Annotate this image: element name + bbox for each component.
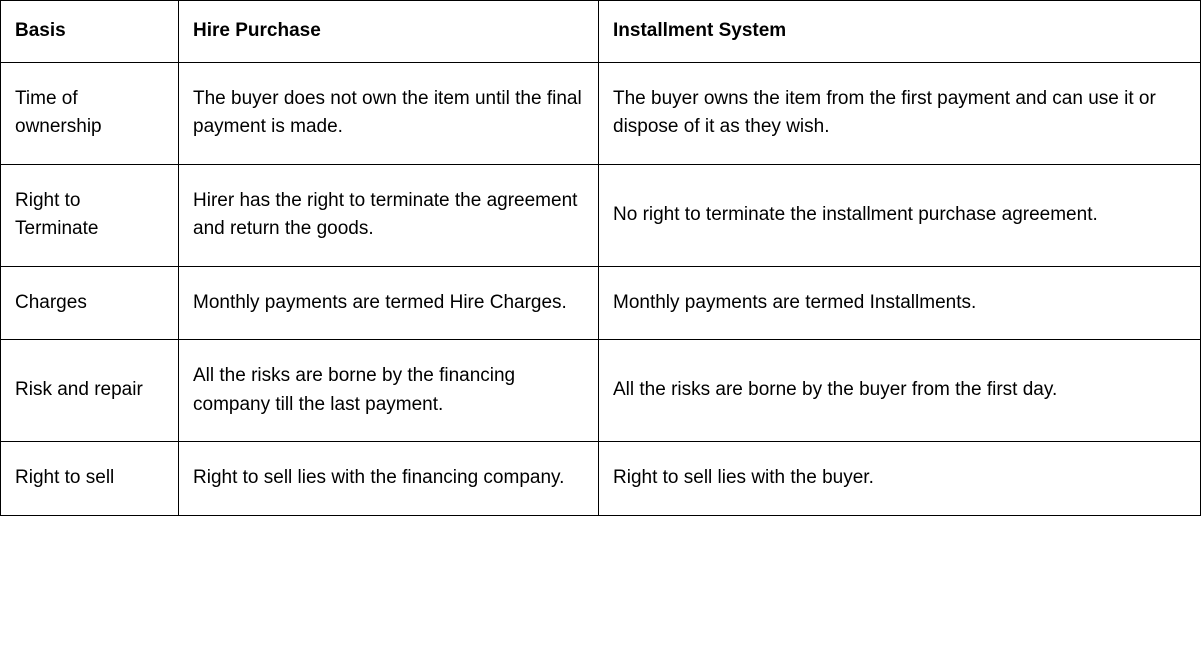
cell-hire-purchase: Hirer has the right to terminate the agr…: [179, 164, 599, 266]
table-row: Right to sell Right to sell lies with th…: [1, 442, 1201, 516]
cell-installment-system: Right to sell lies with the buyer.: [599, 442, 1201, 516]
table-header-row: Basis Hire Purchase Installment System: [1, 1, 1201, 63]
cell-hire-purchase: All the risks are borne by the financing…: [179, 340, 599, 442]
cell-hire-purchase: The buyer does not own the item until th…: [179, 62, 599, 164]
cell-basis: Right to Terminate: [1, 164, 179, 266]
cell-basis: Time of ownership: [1, 62, 179, 164]
cell-installment-system: All the risks are borne by the buyer fro…: [599, 340, 1201, 442]
cell-basis: Right to sell: [1, 442, 179, 516]
table-row: Charges Monthly payments are termed Hire…: [1, 266, 1201, 340]
table-row: Risk and repair All the risks are borne …: [1, 340, 1201, 442]
cell-installment-system: Monthly payments are termed Installments…: [599, 266, 1201, 340]
col-header-basis: Basis: [1, 1, 179, 63]
cell-hire-purchase: Right to sell lies with the financing co…: [179, 442, 599, 516]
cell-installment-system: No right to terminate the installment pu…: [599, 164, 1201, 266]
table-row: Time of ownership The buyer does not own…: [1, 62, 1201, 164]
cell-basis: Risk and repair: [1, 340, 179, 442]
cell-hire-purchase: Monthly payments are termed Hire Charges…: [179, 266, 599, 340]
table-row: Right to Terminate Hirer has the right t…: [1, 164, 1201, 266]
col-header-installment-system: Installment System: [599, 1, 1201, 63]
col-header-hire-purchase: Hire Purchase: [179, 1, 599, 63]
cell-basis: Charges: [1, 266, 179, 340]
comparison-table: Basis Hire Purchase Installment System T…: [0, 0, 1201, 516]
cell-installment-system: The buyer owns the item from the first p…: [599, 62, 1201, 164]
